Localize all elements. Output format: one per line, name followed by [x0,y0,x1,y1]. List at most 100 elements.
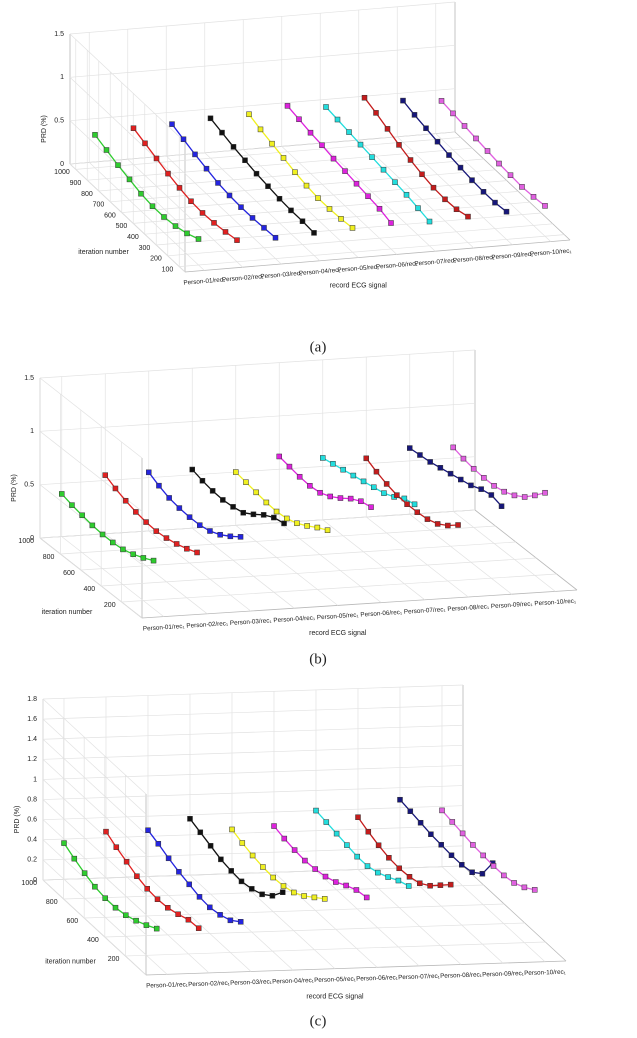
point-marker [438,842,444,848]
grid-line [110,169,496,203]
point-marker [371,484,377,491]
point-marker [230,144,237,150]
axis-line [462,865,567,962]
axis-line [145,960,567,976]
y-tick-label: 1000 [18,538,34,545]
point-marker [383,481,390,487]
point-marker [163,535,170,541]
grid-line [39,377,143,459]
point-marker [396,142,402,148]
point-marker [439,807,445,814]
point-marker [354,853,360,860]
y-tick-label: 400 [127,234,139,241]
point-marker [146,469,152,476]
point-marker [112,485,119,492]
grid-line [42,698,147,795]
grid-line [63,884,484,900]
point-marker [303,182,310,189]
point-marker [419,171,425,178]
series-line [189,818,283,897]
point-marker [397,796,403,803]
grid-line [409,513,512,595]
point-marker [521,884,528,891]
point-marker [102,472,108,478]
point-marker [120,546,126,553]
point-marker [424,516,431,522]
series-line [363,97,469,218]
point-marker [330,155,337,162]
grid-line [147,876,252,972]
series-line [441,809,535,891]
grid-line [166,155,282,265]
grid-line [42,779,147,875]
y-tick-label: 400 [87,937,99,944]
point-marker [260,864,266,870]
grid-line [133,191,519,224]
point-marker [394,492,400,498]
series-line [315,810,410,887]
point-marker [138,190,144,197]
y-tick-label: 600 [63,570,75,577]
point-marker [122,497,129,504]
point-marker [220,497,226,503]
point-marker [519,184,525,190]
point-marker [92,883,98,890]
x-tick-label: Person-07/rec₁ [398,973,440,981]
point-marker [103,147,110,153]
grid-line [42,718,147,815]
z-tick-label: 1 [30,428,34,435]
x-axis-label: record ECG signal [306,994,364,1001]
point-marker [437,465,444,471]
grid-line [42,865,464,881]
point-marker [246,111,252,118]
point-marker [373,468,380,475]
point-marker [226,192,233,199]
point-marker [184,545,190,552]
point-marker [407,808,414,814]
point-marker [384,126,391,132]
point-marker [281,835,288,842]
z-axis-label: PRD (%) [11,474,18,502]
point-marker [355,814,361,820]
point-marker [343,882,349,889]
z-tick-label: 1 [33,776,37,783]
point-marker [130,125,137,131]
grid-line [42,825,464,841]
series-line [132,127,238,241]
point-marker [396,865,402,872]
x-tick-label: Person-10/rec₁ [524,969,566,977]
point-marker [353,887,360,893]
grid-line [42,704,464,720]
point-marker [361,94,368,101]
point-marker [363,455,369,462]
point-marker [207,904,213,911]
point-marker [222,229,229,235]
point-marker [426,218,433,225]
point-marker [415,205,421,211]
point-marker [228,868,234,874]
series-line [399,799,494,875]
point-marker [242,157,248,164]
point-marker [450,444,456,451]
x-tick-label: Person-04/rec₁ [299,267,341,277]
point-marker [417,880,423,887]
point-marker [480,189,487,195]
series-line [147,829,241,923]
point-marker [180,136,187,143]
grid-line [69,44,456,78]
point-marker [350,472,357,479]
point-marker [165,170,171,177]
point-marker [488,492,495,498]
point-marker [375,842,382,849]
point-marker [453,206,460,213]
y-tick-label: 200 [104,602,116,609]
point-marker [450,110,456,117]
z-tick-label: 0.8 [27,796,37,803]
grid-line [357,869,462,965]
z-tick-label: 1 [60,74,64,81]
axis-line [474,509,578,591]
point-marker [184,230,190,237]
y-tick-label: 100 [162,266,174,273]
z-tick-label: 0 [33,877,37,884]
point-marker [323,819,330,825]
